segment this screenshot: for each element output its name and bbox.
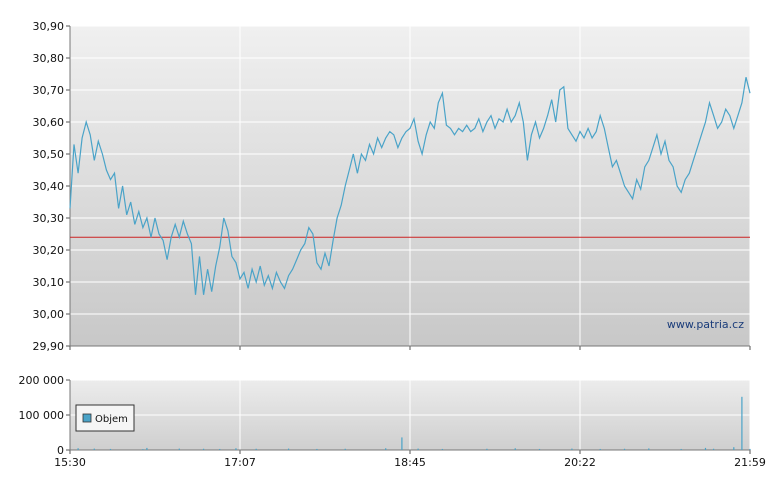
volume-bar (287, 448, 290, 450)
price-y-tick-label: 30,50 (33, 148, 65, 161)
x-tick-label: 17:07 (224, 456, 256, 469)
price-series-line (69, 77, 751, 295)
volume-bar (486, 448, 488, 450)
price-y-tick-label: 30,60 (33, 116, 65, 129)
x-tick-label: 15:30 (54, 456, 86, 469)
volume-bar (109, 448, 112, 450)
price-y-tick-label: 30,70 (33, 84, 65, 97)
x-tick-label: 18:45 (394, 456, 426, 469)
volume-bar (704, 447, 707, 450)
price-y-tick-label: 30,20 (33, 244, 65, 257)
volume-bar (712, 448, 715, 450)
volume-bar (142, 449, 144, 450)
volume-bar (219, 448, 221, 450)
volume-bar (385, 448, 387, 450)
price-y-tick-label: 30,90 (33, 20, 65, 33)
volume-bar (733, 447, 735, 450)
volume-bar (680, 448, 682, 450)
price-y-tick-label: 30,40 (33, 180, 65, 193)
volume-bar (255, 448, 257, 450)
volume-bar (344, 448, 346, 450)
volume-bar (401, 437, 403, 450)
price-y-tick-label: 30,10 (33, 276, 65, 289)
volume-bar (202, 448, 205, 450)
volume-bar (93, 448, 95, 450)
volume-bar (77, 448, 79, 450)
volume-bar (316, 448, 318, 450)
volume-legend: Objem (75, 404, 135, 432)
volume-bar (599, 448, 601, 450)
volume-bar (235, 448, 237, 450)
legend-swatch (82, 413, 92, 423)
volume-bar (146, 447, 148, 450)
price-y-tick-label: 30,80 (33, 52, 65, 65)
volume-y-tick-label: 0 (57, 444, 64, 457)
price-y-tick-label: 30,00 (33, 308, 65, 321)
price-y-tick-label: 30,30 (33, 212, 65, 225)
volume-y-tick-label: 200 000 (19, 374, 65, 387)
volume-bar (441, 448, 443, 450)
x-tick-label: 20:22 (564, 456, 596, 469)
volume-bar (571, 448, 573, 450)
volume-bar (514, 448, 516, 450)
volume-bar (417, 448, 419, 450)
volume-y-tick-label: 100 000 (19, 409, 65, 422)
volume-bar (749, 448, 751, 450)
volume-bar (623, 448, 626, 450)
volume-bar (741, 396, 743, 450)
x-tick-label: 21:59 (734, 456, 766, 469)
price-y-tick-label: 29,90 (33, 340, 65, 353)
watermark-text: www.patria.cz (667, 318, 744, 331)
volume-bar (178, 448, 180, 450)
legend-label: Objem (95, 414, 128, 425)
volume-bar (648, 448, 650, 450)
volume-bar (538, 448, 541, 450)
